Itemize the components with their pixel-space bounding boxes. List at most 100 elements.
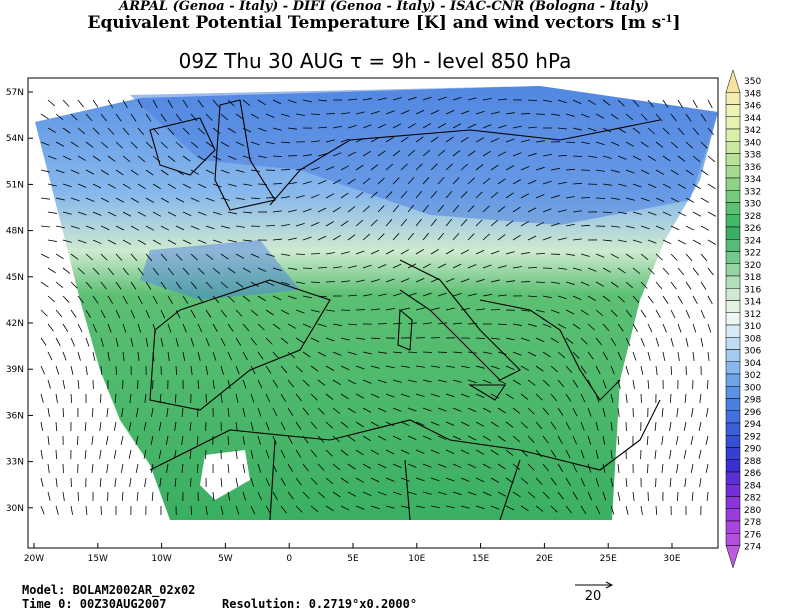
colorbar-label: 282 xyxy=(744,494,761,504)
colorbar-cell xyxy=(726,386,740,398)
colorbar-label: 342 xyxy=(744,126,761,136)
colorbar-cell xyxy=(726,350,740,362)
lon-label: 5E xyxy=(347,554,359,564)
colorbar-label: 284 xyxy=(744,481,761,491)
lat-label: 30N xyxy=(6,504,24,514)
wind-vector xyxy=(468,323,477,324)
colorbar-label: 298 xyxy=(744,396,761,406)
lat-label: 48N xyxy=(6,227,24,237)
colorbar-cell xyxy=(726,264,740,276)
colorbar-cell xyxy=(726,215,740,227)
colorbar-cell xyxy=(726,178,740,190)
lat-label: 42N xyxy=(6,319,24,329)
header-line2: Equivalent Potential Temperature [K] and… xyxy=(87,13,680,33)
colorbar-cell xyxy=(726,472,740,484)
colorbar-label: 304 xyxy=(744,359,761,369)
footer-time: Time 0: 00Z30AUG2007 xyxy=(22,597,167,611)
lat-label: 36N xyxy=(6,411,24,421)
lon-label: 5W xyxy=(218,554,233,564)
colorbar-label: 292 xyxy=(744,432,761,442)
colorbar-cell xyxy=(726,484,740,496)
colorbar-cell xyxy=(726,509,740,521)
colorbar-label: 296 xyxy=(744,408,761,418)
colorbar-label: 302 xyxy=(744,371,761,381)
wind-vector xyxy=(100,394,101,403)
lon-label: 0 xyxy=(286,554,292,564)
colorbar-cell xyxy=(726,423,740,435)
colorbar-label: 350 xyxy=(744,77,761,87)
colorbar-label: 336 xyxy=(744,163,761,173)
lon-label: 10W xyxy=(151,554,171,564)
wind-vector xyxy=(707,380,708,389)
colorbar-cell xyxy=(726,117,740,129)
colorbar-label: 308 xyxy=(744,334,761,344)
lat-label: 45N xyxy=(6,273,24,283)
colorbar-cell xyxy=(726,313,740,325)
colorbar-label: 312 xyxy=(744,310,761,320)
lon-label: 10E xyxy=(408,554,425,564)
header-line2-sup: -1 xyxy=(661,14,672,25)
lon-label: 15E xyxy=(472,554,489,564)
colorbar-label: 348 xyxy=(744,89,761,99)
colorbar-tip xyxy=(726,70,740,92)
header-line1: ARPAL (Genoa - Italy) - DIFI (Genoa - It… xyxy=(117,0,649,14)
lat-label: 57N xyxy=(6,88,24,98)
lat-label: 39N xyxy=(6,365,24,375)
footer-model: Model: BOLAM2002AR_02x02 xyxy=(22,583,195,598)
wind-vector xyxy=(596,198,605,199)
wind-vector xyxy=(521,113,530,114)
colorbar-cell xyxy=(726,374,740,386)
colorbar-cell xyxy=(726,411,740,423)
colorbar-cell xyxy=(726,521,740,533)
lat-label: 33N xyxy=(6,458,24,468)
colorbar-label: 330 xyxy=(744,200,761,210)
colorbar-label: 276 xyxy=(744,530,761,540)
colorbar-label: 328 xyxy=(744,212,761,222)
colorbar-cell xyxy=(726,92,740,104)
colorbar-cell xyxy=(726,141,740,153)
colorbar-cell xyxy=(726,533,740,545)
colorbar-cell xyxy=(726,166,740,178)
lon-label: 30E xyxy=(663,554,680,564)
lon-label: 20W xyxy=(24,554,44,564)
colorbar-label: 318 xyxy=(744,273,761,283)
colorbar-cell xyxy=(726,460,740,472)
colorbar-label: 286 xyxy=(744,469,761,479)
colorbar-cell xyxy=(726,497,740,509)
colorbar-cell xyxy=(726,227,740,239)
colorbar-cell xyxy=(726,448,740,460)
colorbar-label: 338 xyxy=(744,151,761,161)
colorbar-cell xyxy=(726,154,740,166)
wind-vector xyxy=(303,268,312,269)
colorbar-label: 326 xyxy=(744,224,761,234)
wind-vector xyxy=(536,282,545,283)
wind-vector xyxy=(77,436,78,445)
colorbar-label: 278 xyxy=(744,518,761,528)
colorbar-label: 340 xyxy=(744,138,761,148)
wind-vector xyxy=(137,380,138,389)
colorbar-cell xyxy=(726,190,740,202)
colorbar-label: 334 xyxy=(744,175,761,185)
subtitle: 09Z Thu 30 AUG τ = 9h - level 850 hPa xyxy=(179,49,572,73)
wind-vector xyxy=(273,183,282,184)
colorbar-cell xyxy=(726,337,740,349)
colorbar-label: 332 xyxy=(744,187,761,197)
colorbar-label: 316 xyxy=(744,285,761,295)
wind-vector xyxy=(581,197,590,198)
colorbar-label: 290 xyxy=(744,445,761,455)
colorbar-cell xyxy=(726,276,740,288)
colorbar-cell xyxy=(726,301,740,313)
footer-resolution: Resolution: 0.2719°x0.2000° xyxy=(222,597,417,611)
colorbar-label: 346 xyxy=(744,102,761,112)
colorbar-label: 274 xyxy=(744,543,761,553)
colorbar-cell xyxy=(726,129,740,141)
colorbar-cell xyxy=(726,239,740,251)
colorbar-cell xyxy=(726,203,740,215)
colorbar-label: 294 xyxy=(744,420,761,430)
colorbar-label: 280 xyxy=(744,506,761,516)
colorbar-label: 320 xyxy=(744,261,761,271)
colorbar-cell xyxy=(726,288,740,300)
colorbar-cell xyxy=(726,252,740,264)
lon-label: 15W xyxy=(88,554,108,564)
colorbar-tip xyxy=(726,546,740,568)
